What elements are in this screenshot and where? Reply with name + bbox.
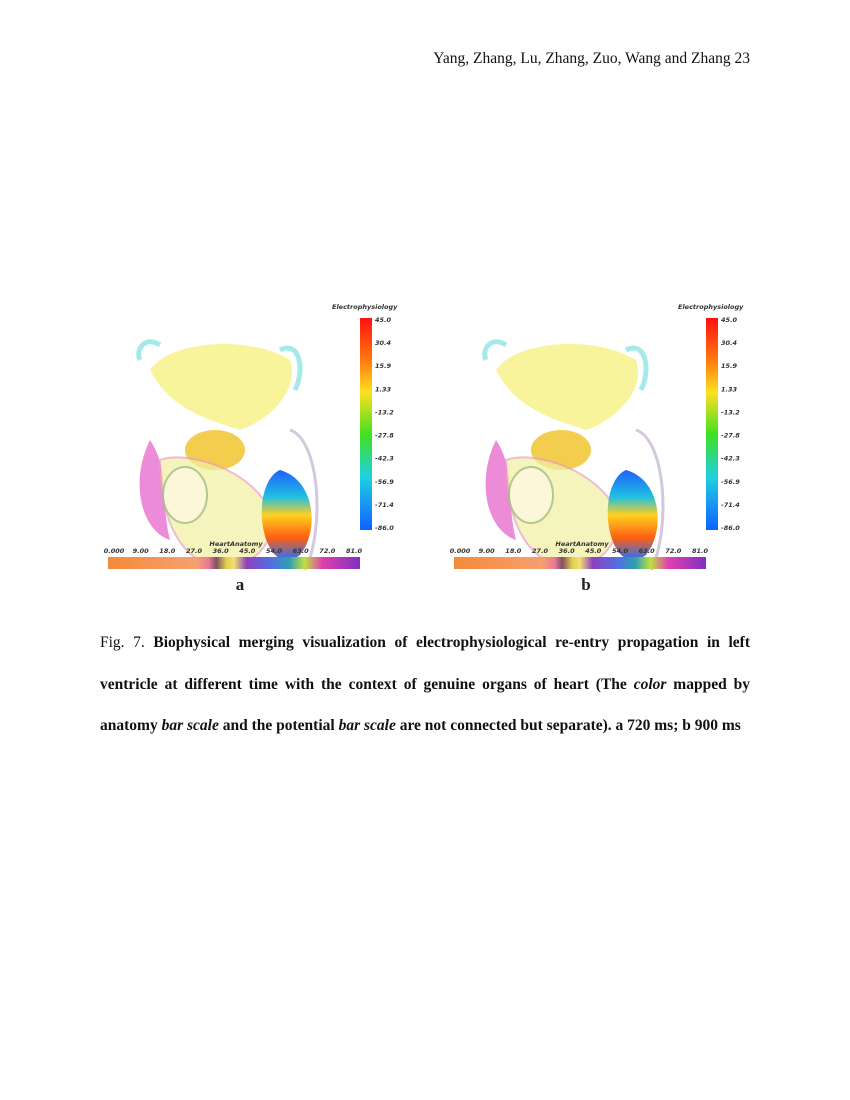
scale-tick-label: 72.0 — [319, 547, 336, 555]
running-head: Yang, Zhang, Lu, Zhang, Zuo, Wang and Zh… — [433, 50, 750, 67]
caption-text: color — [633, 675, 667, 693]
caption-text: and the potential — [218, 717, 339, 734]
panel-label: a — [236, 575, 245, 594]
scale-tick-label: 27.0 — [532, 547, 549, 555]
scale-tick-label: 30.4 — [375, 339, 392, 347]
scale-tick-label: -13.2 — [721, 408, 740, 416]
scale-tick-label: 27.0 — [186, 547, 203, 555]
scale-tick-label: 45.0 — [375, 316, 392, 324]
scale-tick-label: 63.0 — [293, 547, 310, 555]
scale-tick-label: 81.0 — [346, 547, 363, 555]
scale-tick-label: 0.000 — [104, 547, 125, 555]
scale-tick-label: 36.0 — [213, 547, 230, 555]
caption-text: bar scale — [338, 717, 396, 734]
scale-tick-label: -27.8 — [721, 432, 740, 440]
caption-text: Biophysical merging visualization of ele… — [100, 634, 751, 693]
caption-text: mapped by anatomy — [100, 675, 750, 735]
scale-tick-label: -86.0 — [375, 524, 394, 532]
scale-tick-label: 18.0 — [159, 547, 176, 555]
figure-caption: Fig. 7. Biophysical merging visualizatio… — [100, 622, 750, 747]
scale-tick-label: -71.4 — [375, 501, 394, 509]
scale-tick-label: -27.8 — [375, 432, 394, 440]
scale-tick-label: 36.0 — [559, 547, 576, 555]
scale-tick-label: -71.4 — [721, 501, 740, 509]
scale-tick-label: -42.3 — [721, 455, 740, 463]
scale-tick-label: 15.9 — [721, 362, 738, 370]
scale-tick-label: 0.000 — [450, 547, 471, 555]
scale-tick-label: -56.9 — [721, 478, 740, 486]
color-bar — [706, 318, 718, 530]
scale-tick-label: 54.0 — [266, 547, 283, 555]
panel-label: b — [581, 575, 590, 594]
caption-text: bar scale — [161, 717, 219, 734]
scale-tick-label: 45.0 — [585, 547, 602, 555]
scale-title: HeartAnatomy — [555, 540, 609, 548]
heart-visualization — [139, 342, 317, 570]
scale-tick-label: 1.33 — [375, 385, 392, 393]
scale-tick-label: 63.0 — [639, 547, 656, 555]
caption-text: are not connected but separate). a 720 m… — [395, 717, 741, 734]
scale-title: Electrophysiology — [678, 303, 744, 311]
scale-tick-label: 45.0 — [239, 547, 256, 555]
scale-tick-label: 81.0 — [692, 547, 709, 555]
scale-tick-label: 9.00 — [133, 547, 150, 555]
scale-tick-label: 30.4 — [721, 339, 738, 347]
scale-tick-label: -86.0 — [721, 524, 740, 532]
scale-tick-label: 54.0 — [612, 547, 629, 555]
scale-tick-label: -56.9 — [375, 478, 394, 486]
heart-visualization — [485, 342, 663, 570]
scale-tick-label: 1.33 — [721, 385, 738, 393]
scale-title: HeartAnatomy — [209, 540, 263, 548]
scale-tick-label: -42.3 — [375, 455, 394, 463]
scale-title: Electrophysiology — [332, 303, 398, 311]
color-bar — [454, 557, 706, 569]
scale-tick-label: 15.9 — [375, 362, 392, 370]
scale-tick-label: 9.00 — [479, 547, 496, 555]
scale-tick-label: -13.2 — [375, 408, 394, 416]
scale-tick-label: 45.0 — [721, 316, 738, 324]
color-bar — [360, 318, 372, 530]
figure: Electrophysiology 45.0 30.4 15.9 1.33 -13.2 -2… — [104, 303, 744, 594]
figure-number: Fig. 7. — [100, 634, 145, 651]
scale-tick-label: 72.0 — [665, 547, 682, 555]
scale-tick-label: 18.0 — [505, 547, 522, 555]
color-bar — [108, 557, 360, 569]
